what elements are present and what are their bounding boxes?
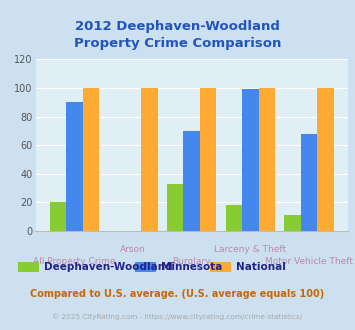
Text: 2012 Deephaven-Woodland
Property Crime Comparison: 2012 Deephaven-Woodland Property Crime C… — [74, 20, 281, 50]
Bar — [301, 134, 317, 231]
Text: Deephaven-Woodland: Deephaven-Woodland — [44, 262, 173, 272]
Text: National: National — [236, 262, 286, 272]
Text: Motor Vehicle Theft: Motor Vehicle Theft — [265, 257, 353, 266]
Bar — [83, 88, 99, 231]
Text: All Property Crime: All Property Crime — [33, 257, 116, 266]
Bar — [317, 88, 334, 231]
Bar — [141, 88, 158, 231]
Bar — [258, 88, 275, 231]
Text: © 2025 CityRating.com - https://www.cityrating.com/crime-statistics/: © 2025 CityRating.com - https://www.city… — [53, 314, 302, 320]
Bar — [226, 205, 242, 231]
Text: Minnesota: Minnesota — [161, 262, 223, 272]
Bar — [200, 88, 216, 231]
Text: Burglary: Burglary — [173, 257, 211, 266]
Bar — [50, 202, 66, 231]
Text: Arson: Arson — [120, 245, 146, 254]
Text: Larceny & Theft: Larceny & Theft — [214, 245, 286, 254]
Bar — [167, 184, 184, 231]
Bar — [66, 102, 83, 231]
Bar — [184, 131, 200, 231]
Bar — [242, 89, 258, 231]
Text: Compared to U.S. average. (U.S. average equals 100): Compared to U.S. average. (U.S. average … — [31, 289, 324, 299]
Bar — [284, 215, 301, 231]
